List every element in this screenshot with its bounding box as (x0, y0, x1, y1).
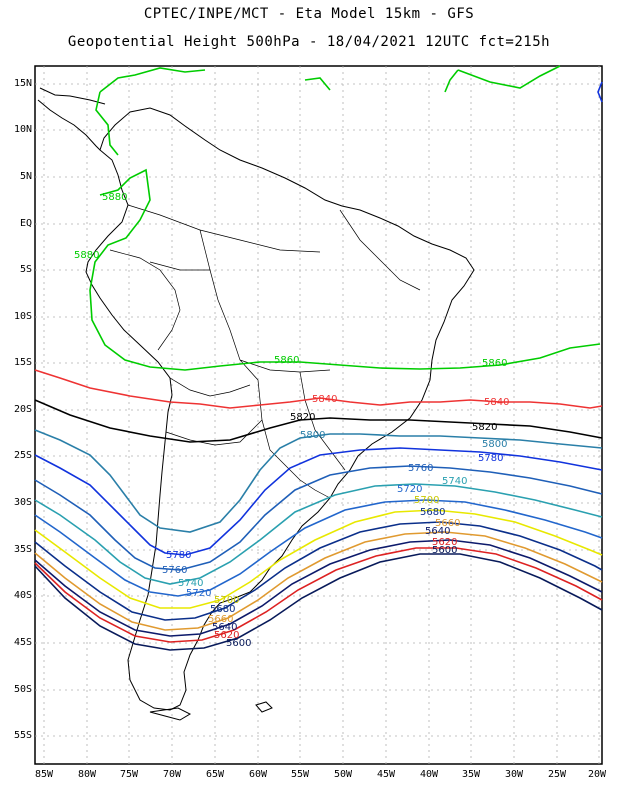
label-5600-west: 5600 (226, 638, 251, 649)
label-5780-east: 5780 (478, 453, 503, 464)
contour-5740 (34, 483, 603, 585)
label-5800-east: 5800 (482, 439, 507, 450)
contour-5880-b (89, 168, 601, 371)
contours (34, 65, 603, 651)
contour-5620 (34, 547, 603, 643)
label-5880-west: 5880 (74, 250, 99, 261)
label-5720-west: 5720 (186, 588, 211, 599)
lon-label-50w: 50W (333, 769, 353, 780)
contour-5600 (34, 553, 603, 651)
label-5660-west: 5660 (208, 614, 233, 625)
borders (109, 204, 421, 499)
lon-label-25w: 25W (547, 769, 567, 780)
falkland-islands (255, 701, 273, 713)
coastlines (37, 87, 475, 721)
lat-label-10n: 10N (13, 124, 32, 135)
lat-label-50s: 50S (13, 684, 32, 695)
lon-label-30w: 30W (504, 769, 524, 780)
central-america-coast (37, 99, 101, 151)
contour-5660 (34, 531, 603, 631)
contour-5840 (34, 369, 603, 409)
label-5800-center: 5800 (300, 430, 325, 441)
label-5740-west: 5740 (178, 578, 203, 589)
label-5700-east: 5700 (414, 495, 439, 506)
label-5860-center: 5860 (274, 355, 299, 366)
contour-labels: 5880 5880 5860 5860 5840 5840 5820 5820 … (74, 192, 509, 649)
label-5860-east: 5860 (482, 358, 507, 369)
label-5780-west: 5780 (166, 550, 191, 561)
contour-5800 (34, 429, 603, 533)
lon-label-40w: 40W (419, 769, 439, 780)
contour-5640 (34, 539, 603, 637)
lat-label-eq: EQ (19, 218, 32, 229)
label-5660-east: 5660 (435, 518, 460, 529)
lon-label-60w: 60W (248, 769, 268, 780)
lat-label-5s: 5S (19, 264, 32, 275)
contour-5820 (34, 399, 603, 443)
contour-5780 (34, 447, 603, 556)
label-5600-east: 5600 (432, 545, 457, 556)
lat-label-55s: 55S (13, 730, 32, 741)
lon-label-65w: 65W (205, 769, 225, 780)
lon-label-70w: 70W (162, 769, 182, 780)
label-5720-east: 5720 (397, 484, 422, 495)
lon-label-80w: 80W (77, 769, 97, 780)
lon-label-75w: 75W (119, 769, 139, 780)
label-5740-east: 5740 (442, 476, 467, 487)
lat-label-45s: 45S (13, 637, 32, 648)
lon-label-55w: 55W (290, 769, 310, 780)
label-5760-west: 5760 (162, 565, 187, 576)
label-5820-east: 5820 (472, 422, 497, 433)
chart-title-line1: CPTEC/INPE/MCT - Eta Model 15km - GFS (143, 6, 475, 22)
label-5840-center: 5840 (312, 394, 337, 405)
label-5760-east: 5760 (408, 463, 433, 474)
label-5840-east: 5840 (484, 397, 509, 408)
lat-label-5n: 5N (19, 171, 32, 182)
lat-label-10s: 10S (13, 311, 32, 322)
lat-label-15s: 15S (13, 357, 32, 368)
lon-label-85w: 85W (34, 769, 54, 780)
lon-label-45w: 45W (376, 769, 396, 780)
contour-5880-a (95, 65, 561, 156)
lat-label-15n: 15N (13, 78, 32, 89)
lat-label-20s: 20S (13, 404, 32, 415)
chart-title-line2: Geopotential Height 500hPa - 18/04/2021 … (67, 34, 551, 50)
contour-5760 (34, 465, 603, 571)
label-5620-east: 5620 (432, 537, 457, 548)
lon-label-20w: 20W (587, 769, 607, 780)
tierra-del-fuego (149, 707, 192, 721)
lon-label-35w: 35W (461, 769, 481, 780)
contour-5680 (34, 521, 603, 621)
map-frame (34, 65, 603, 765)
lat-label-40s: 40S (13, 590, 32, 601)
label-5620-west: 5620 (214, 630, 239, 641)
label-5700-west: 5700 (214, 595, 239, 606)
contour-edge-feature (597, 81, 603, 103)
label-5880-north: 5880 (102, 192, 127, 203)
contour-5700 (34, 509, 603, 609)
south-america-coast (85, 107, 475, 711)
caribbean-coast (39, 87, 106, 105)
label-5820-center: 5820 (290, 412, 315, 423)
lat-label-35s: 35S (13, 544, 32, 555)
contour-5720 (34, 499, 603, 597)
label-5640-west: 5640 (212, 622, 237, 633)
label-5680-east: 5680 (420, 507, 445, 518)
lat-label-30s: 30S (13, 497, 32, 508)
lat-label-25s: 25S (13, 450, 32, 461)
label-5680-west: 5680 (210, 604, 235, 615)
label-5640-east: 5640 (425, 526, 450, 537)
